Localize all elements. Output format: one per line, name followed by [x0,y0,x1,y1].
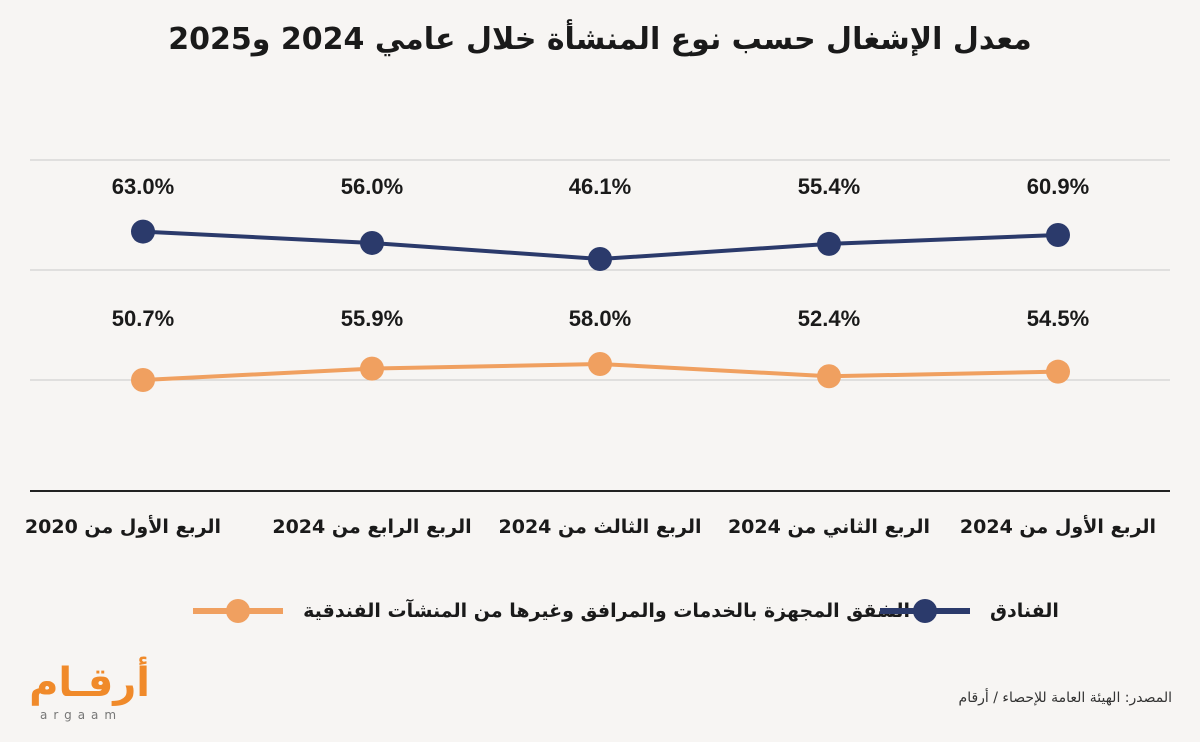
data-point-apartments-3 [360,356,384,381]
data-point-apartments-4 [131,368,155,392]
data-label-hotels-3: 56.0% [341,174,403,199]
data-point-apartments-1 [817,364,841,389]
chart-title: معدل الإشغال حسب نوع المنشأة خلال عامي 2… [168,22,1032,57]
data-label-apartments-2: 58.0% [569,306,631,331]
data-point-hotels-1 [817,231,841,256]
argaam-logo: أرقـام argaam [29,660,150,724]
logo-arabic: أرقـام [29,660,150,706]
data-point-apartments-0 [1046,359,1070,384]
data-label-hotels-1: 55.4% [798,174,860,199]
legend-item-hotels: الفنادق [880,588,1059,634]
data-point-hotels-3 [360,230,384,255]
data-label-apartments-1: 52.4% [798,306,860,331]
x-tick-label-1: الربع الثاني من 2024 [728,516,930,538]
data-label-hotels-2: 46.1% [569,174,631,199]
x-tick-label-0: الربع الأول من 2024 [960,515,1156,538]
legend-item-apartments: الشقق المجهزة بالخدمات والمرافق وغيرها م… [193,588,910,634]
data-label-hotels-0: 60.9% [1027,174,1089,199]
legend-swatch-hotels [880,588,970,634]
legend-label-apartments: الشقق المجهزة بالخدمات والمرافق وغيرها م… [303,600,910,622]
data-label-apartments-0: 54.5% [1027,306,1089,331]
data-label-hotels-4: 63.0% [112,174,174,199]
data-point-hotels-2 [588,247,612,271]
data-label-apartments-3: 55.9% [341,306,403,331]
x-tick-label-4: الربع الأول من 2020 [25,515,221,538]
source-note: المصدر: الهيئة العامة للإحصاء / أرقام [958,690,1172,706]
data-point-apartments-2 [588,352,612,376]
x-tick-label-2: الربع الثالث من 2024 [499,516,702,538]
x-tick-label-3: الربع الرابع من 2024 [272,516,471,538]
data-label-apartments-4: 50.7% [112,306,174,331]
legend-label-hotels: الفنادق [990,600,1059,622]
logo-latin: argaam [40,708,123,722]
legend-swatch-apartments [193,588,284,634]
data-point-hotels-0 [1046,223,1070,247]
data-point-hotels-4 [131,219,155,244]
